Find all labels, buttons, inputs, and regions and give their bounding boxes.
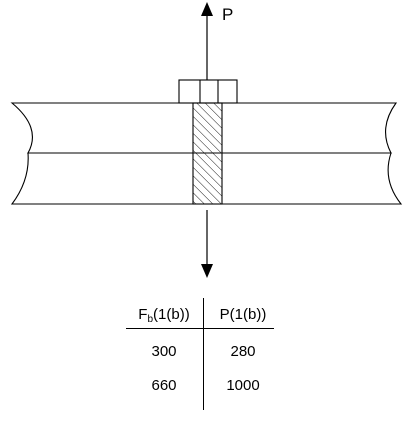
- row2-fb: 660: [151, 377, 177, 394]
- bottom-plate: [10, 152, 403, 205]
- force-arrow-up: [201, 2, 213, 80]
- load-table: Fb(1(b)) P(1(b)) 300 280 660 1000: [126, 298, 286, 410]
- bolt-shank: [192, 102, 223, 205]
- table-divider-horizontal: [126, 328, 274, 329]
- row1-fb: 300: [151, 343, 177, 360]
- header-p: P(1(b)): [219, 306, 267, 323]
- row1-p: 280: [230, 343, 256, 360]
- table-divider-vertical: [203, 298, 204, 410]
- header-fb: Fb(1(b)): [138, 306, 190, 325]
- force-arrow-down: [201, 210, 213, 278]
- bolt-head: [178, 79, 238, 104]
- force-label-p: P: [222, 5, 233, 24]
- row2-p: 1000: [226, 377, 260, 394]
